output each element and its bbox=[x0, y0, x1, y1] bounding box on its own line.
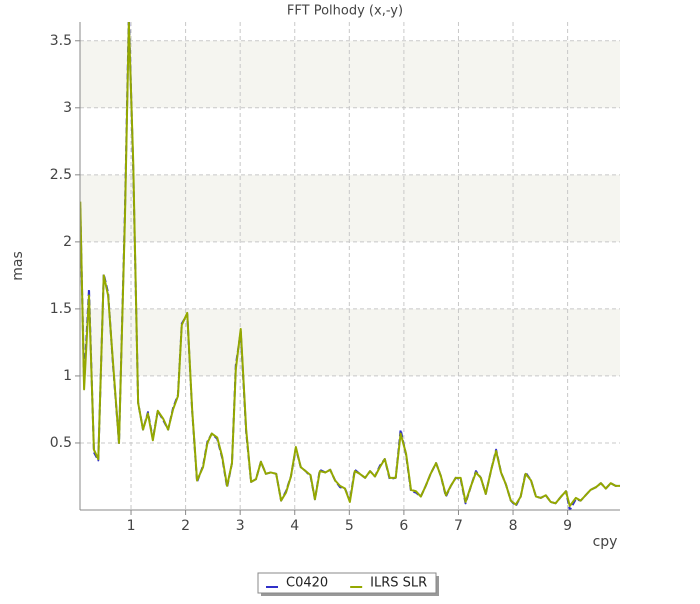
bands bbox=[80, 22, 620, 510]
grid bbox=[80, 22, 620, 510]
x-tick-label: 3 bbox=[236, 518, 245, 534]
band bbox=[80, 174, 620, 242]
x-axis-label: cpy bbox=[593, 534, 618, 550]
y-tick-label: 3 bbox=[63, 100, 72, 116]
y-tick-label: 2.5 bbox=[50, 167, 72, 183]
y-tick-label: 2 bbox=[63, 234, 72, 250]
x-tick-label: 9 bbox=[563, 518, 572, 534]
x-tick-label: 2 bbox=[181, 518, 190, 534]
y-tick-label: 1 bbox=[63, 368, 72, 384]
x-tick-label: 7 bbox=[454, 518, 463, 534]
axes: 0.5 1 1.5 2 2.5 3 3.5 1 2 3 4 5 6 7 8 9 bbox=[50, 22, 620, 534]
series-line bbox=[80, 22, 620, 507]
legend-label: C0420 bbox=[286, 576, 328, 591]
x-tick-label: 1 bbox=[127, 518, 136, 534]
plot-lines bbox=[80, 22, 620, 510]
y-axis-label: mas bbox=[10, 251, 26, 281]
chart-title: FFT Polhody (x,-y) bbox=[287, 4, 403, 19]
y-tick-label: 3.5 bbox=[50, 33, 72, 49]
band bbox=[80, 40, 620, 108]
band bbox=[80, 308, 620, 376]
legend-label: ILRS SLR bbox=[370, 576, 427, 591]
x-tick-label: 4 bbox=[290, 518, 299, 534]
y-tick-label: 1.5 bbox=[50, 301, 72, 317]
legend-box bbox=[257, 572, 437, 594]
y-tick-label: 0.5 bbox=[50, 435, 72, 451]
x-tick-label: 6 bbox=[399, 518, 408, 534]
x-tick-label: 8 bbox=[509, 518, 518, 534]
x-tick-label: 5 bbox=[345, 518, 354, 534]
legend: C0420 ILRS SLR bbox=[257, 572, 439, 596]
